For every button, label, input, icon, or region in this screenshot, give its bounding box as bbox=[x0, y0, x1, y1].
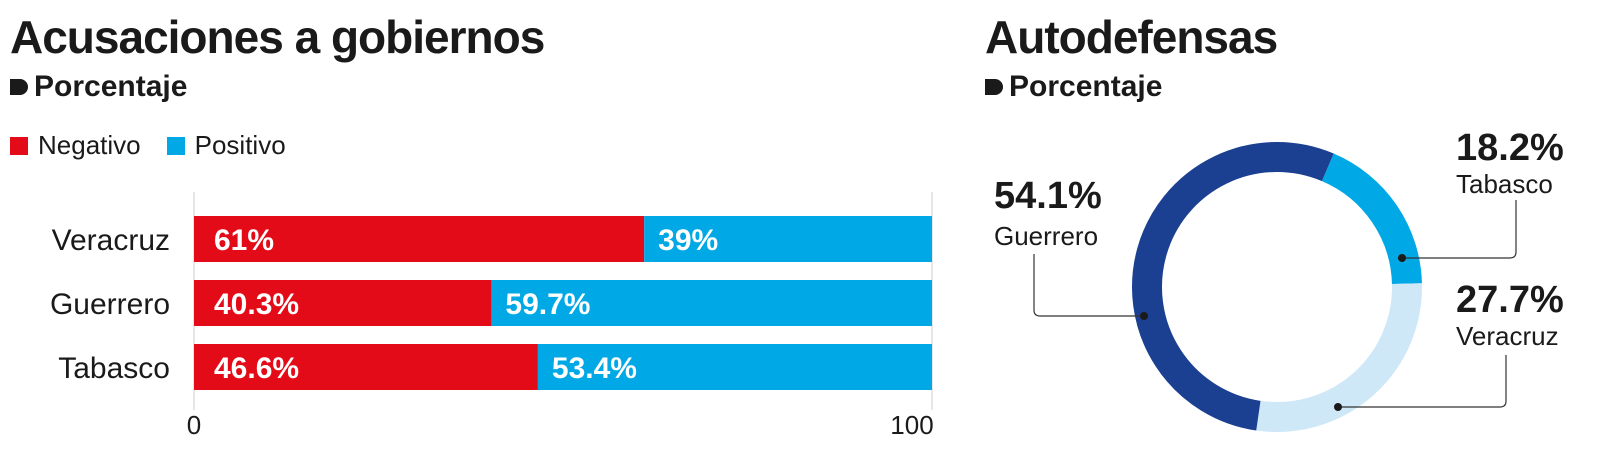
bar-positivo bbox=[537, 344, 932, 390]
x-tick-label: 100 bbox=[890, 410, 933, 440]
legend-label-positivo: Positivo bbox=[194, 130, 286, 160]
legend-swatch-negativo bbox=[10, 136, 28, 155]
callout-line-tabasco bbox=[1402, 200, 1517, 259]
tag-icon bbox=[985, 79, 1003, 95]
callout-dot-veracruz bbox=[1334, 403, 1342, 411]
donut-category-label: Guerrero bbox=[994, 221, 1098, 251]
legend-swatch-positivo bbox=[166, 136, 185, 155]
donut-chart-title: Autodefensas bbox=[985, 11, 1278, 63]
bar-chart-legend: Negativo Positivo bbox=[10, 130, 286, 161]
bar-negativo bbox=[194, 344, 538, 390]
callout-line-veracruz bbox=[1338, 355, 1507, 408]
donut-category-label: Veracruz bbox=[1456, 321, 1559, 351]
donut-value-label: 18.2% bbox=[1456, 127, 1564, 169]
donut-slice-veracruz bbox=[1256, 283, 1422, 432]
bar-value-label: 40.3% bbox=[214, 288, 299, 321]
x-tick-label: 0 bbox=[187, 410, 201, 440]
bar-positivo bbox=[491, 280, 932, 326]
category-label: Veracruz bbox=[52, 224, 170, 257]
donut-chart: 18.2%Tabasco 27.7%Veracruz 54.1% Guerrero bbox=[994, 127, 1564, 432]
tag-icon bbox=[10, 79, 28, 95]
bar-value-label: 59.7% bbox=[505, 288, 590, 321]
callout-dot-guerrero bbox=[1140, 312, 1148, 320]
category-label: Tabasco bbox=[58, 352, 170, 385]
donut-value-label: 27.7% bbox=[1456, 279, 1564, 321]
callout-line-guerrero bbox=[1033, 254, 1144, 317]
bar-value-label: 61% bbox=[214, 224, 274, 257]
bar-value-label: 46.6% bbox=[214, 352, 299, 385]
bar-chart-subtitle: Porcentaje bbox=[10, 70, 187, 104]
bar-value-label: 39% bbox=[658, 224, 718, 257]
category-label: Guerrero bbox=[50, 288, 170, 321]
callout-dot-tabasco bbox=[1398, 254, 1406, 262]
bar-negativo bbox=[194, 216, 645, 262]
donut-slice-guerrero bbox=[1132, 142, 1334, 431]
donut-chart-subtitle: Porcentaje bbox=[985, 70, 1162, 104]
bar-negativo bbox=[194, 280, 492, 326]
legend-item-positivo: Positivo bbox=[166, 130, 286, 161]
bar-value-label: 53.4% bbox=[552, 352, 637, 385]
stacked-bar-chart: Veracruz 61% 39% Guerrero 40.3% 59.7% Tabasco 4… bbox=[50, 192, 934, 440]
bar-chart-subtitle-text: Porcentaje bbox=[34, 70, 188, 103]
donut-chart-subtitle-text: Porcentaje bbox=[1009, 70, 1163, 103]
donut-value-label: 54.1% bbox=[994, 175, 1102, 217]
legend-label-negativo: Negativo bbox=[38, 130, 141, 160]
donut-category-label: Tabasco bbox=[1456, 169, 1553, 199]
donut-slice-tabasco bbox=[1321, 153, 1422, 285]
legend-item-negativo: Negativo bbox=[10, 130, 141, 161]
bar-chart-title: Acusaciones a gobiernos bbox=[10, 11, 545, 63]
bar-positivo bbox=[644, 216, 932, 262]
